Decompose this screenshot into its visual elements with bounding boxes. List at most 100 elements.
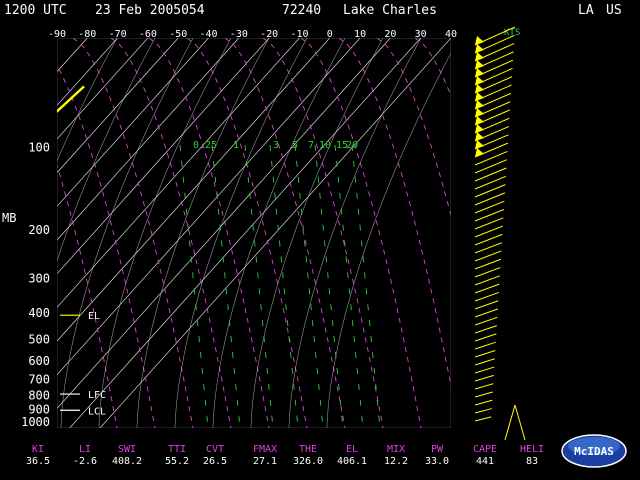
mixing-ratio-label: 10 — [319, 140, 331, 151]
header-time: 1200 UTC — [4, 3, 67, 18]
temperature-axis: -90 -80 -70 -60 -50 -40 -30 -20 -10 0 10 20 30 40 — [48, 29, 457, 40]
y-tick-label: 400 — [28, 306, 50, 320]
wind-pennant — [475, 84, 484, 93]
level-marker-label: LCL — [88, 406, 106, 417]
wind-barb — [474, 316, 498, 326]
moist-adiabat-line — [212, 38, 346, 428]
wind-barb — [474, 184, 506, 198]
index-name: CVT — [206, 444, 224, 455]
moist-adiabat-line — [57, 38, 118, 162]
wind-barb — [474, 300, 499, 310]
wind-barb — [474, 175, 507, 190]
mixing-ratio-label: 20 — [346, 140, 358, 151]
index-name: MIX — [387, 444, 405, 455]
index-value: 326.0 — [293, 456, 323, 467]
index-name: HELI — [520, 444, 544, 455]
dry-adiabat-line — [148, 38, 270, 428]
isotherm-line — [57, 38, 240, 241]
isotherm-line — [57, 38, 118, 106]
x-tick-label: 0 — [327, 29, 333, 40]
wind-barb — [474, 209, 505, 222]
mixing-ratio-label: 3 — [273, 140, 279, 151]
index-value: 12.2 — [384, 456, 408, 467]
wind-barbs — [474, 26, 526, 441]
moist-adiabat-line — [57, 38, 156, 262]
x-tick-label: -80 — [78, 29, 96, 40]
wind-barb — [474, 291, 500, 302]
header-state: LA — [578, 3, 594, 18]
wind-pennant — [475, 108, 484, 117]
index-value: 83 — [526, 456, 538, 467]
index-name: EL — [346, 444, 358, 455]
header-date: 23 Feb 2005054 — [95, 3, 205, 18]
dry-adiabat-line — [224, 38, 346, 428]
index-value: 26.5 — [203, 456, 227, 467]
index-name: LI — [79, 444, 91, 455]
index-value: 33.0 — [425, 456, 449, 467]
index-value: 408.2 — [112, 456, 142, 467]
wind-pennant — [475, 148, 484, 157]
wind-barb — [474, 283, 500, 294]
wind-pennant — [475, 132, 484, 141]
wind-barb — [474, 267, 501, 278]
wind-barb — [474, 242, 503, 254]
isotherm-line — [57, 38, 179, 174]
y-axis-label: MB — [2, 211, 16, 225]
x-tick-label: 30 — [415, 29, 427, 40]
y-tick-label: 100 — [28, 140, 50, 154]
x-tick-label: 40 — [445, 29, 457, 40]
wind-pennant — [475, 76, 484, 85]
x-tick-label: -90 — [48, 29, 66, 40]
isotherm-line — [57, 38, 270, 275]
index-name: KI — [32, 444, 44, 455]
moist-adiabat-line — [250, 38, 384, 428]
wind-barb — [474, 225, 504, 238]
wind-barb — [474, 416, 492, 422]
y-tick-label: 800 — [28, 389, 50, 403]
moist-adiabat-line — [98, 38, 232, 428]
index-name: SWI — [118, 444, 136, 455]
wind-barb — [474, 374, 494, 382]
mixing-ratio-label: 0.25 — [193, 140, 217, 151]
wind-pennant — [475, 44, 484, 53]
x-tick-label: -70 — [109, 29, 127, 40]
header-station-id: 72240 — [282, 3, 321, 18]
mixing-ratio-label: 7 — [308, 140, 314, 151]
moist-adiabat-line — [60, 38, 194, 428]
wind-barb — [474, 192, 506, 206]
mixing-ratio-label: 5 — [292, 140, 298, 151]
y-tick-label: 500 — [28, 332, 50, 346]
moist-adiabat-line — [174, 38, 308, 428]
wind-barb — [474, 250, 502, 262]
y-tick-label: 200 — [28, 223, 50, 237]
wind-pennant — [475, 124, 484, 133]
index-value: 27.1 — [253, 456, 277, 467]
logo-text: McIDAS — [574, 445, 614, 458]
x-tick-label: -60 — [139, 29, 157, 40]
index-name: CAPE — [473, 444, 497, 455]
wind-barb — [474, 366, 495, 374]
x-tick-label: 10 — [354, 29, 366, 40]
y-tick-label: 700 — [28, 373, 50, 387]
wind-barb — [474, 200, 505, 214]
moist-adiabat-line — [288, 38, 422, 428]
wind-pennant — [475, 68, 484, 77]
wind-barb — [474, 325, 497, 334]
isotherm-line — [57, 38, 391, 409]
wind-pennant — [475, 116, 484, 125]
wind-barb — [474, 341, 496, 350]
wind-barb — [474, 167, 507, 182]
wind-barb — [514, 404, 526, 441]
wind-barb — [474, 258, 502, 270]
index-value: 55.2 — [165, 456, 189, 467]
isotherm-line — [57, 38, 149, 140]
wind-barb — [474, 333, 497, 342]
dry-adiabat-line — [57, 64, 156, 428]
wind-pennant — [475, 100, 484, 109]
dry-adiabat-line — [57, 163, 118, 428]
wind-pennant — [475, 52, 484, 61]
y-tick-label: 300 — [28, 271, 50, 285]
dry-adiabat-line — [262, 38, 384, 428]
